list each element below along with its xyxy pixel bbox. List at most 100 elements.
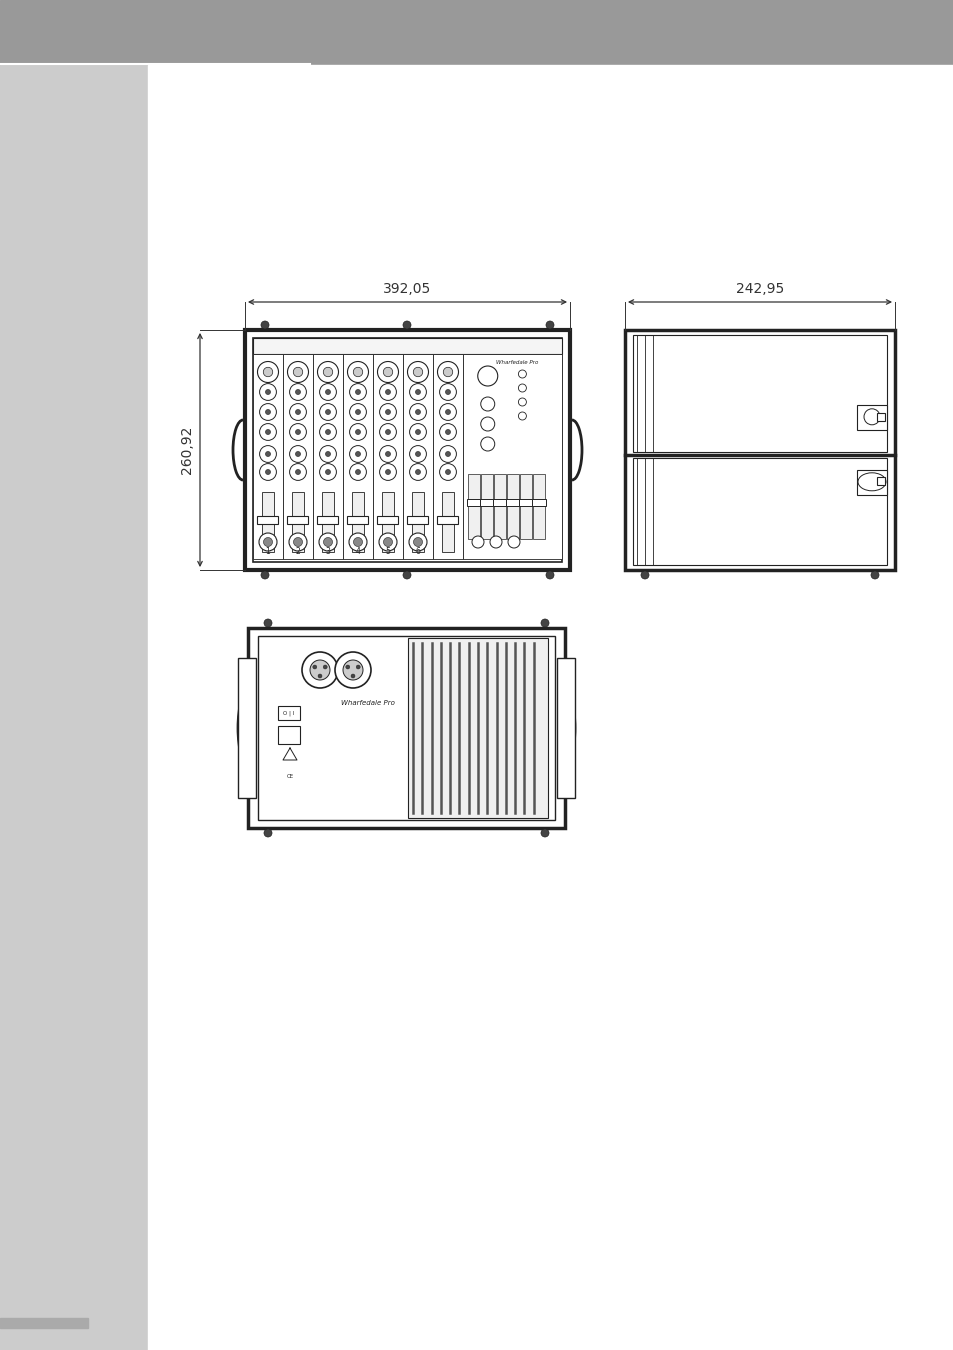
Circle shape xyxy=(445,470,450,474)
Circle shape xyxy=(349,383,366,401)
Bar xyxy=(253,354,283,559)
Circle shape xyxy=(294,537,302,547)
Circle shape xyxy=(480,417,495,431)
Circle shape xyxy=(416,390,420,394)
Circle shape xyxy=(323,367,333,377)
Bar xyxy=(381,491,394,552)
Circle shape xyxy=(343,660,363,680)
Circle shape xyxy=(349,463,366,481)
Circle shape xyxy=(490,536,501,548)
Circle shape xyxy=(383,367,393,377)
Bar xyxy=(277,726,299,744)
Circle shape xyxy=(347,362,368,382)
Bar xyxy=(257,516,278,524)
Circle shape xyxy=(287,362,308,382)
Circle shape xyxy=(325,409,330,414)
Circle shape xyxy=(640,571,648,579)
Circle shape xyxy=(413,367,422,377)
Circle shape xyxy=(261,321,269,329)
Bar xyxy=(0,65,148,1350)
Bar xyxy=(373,354,402,559)
Circle shape xyxy=(517,370,526,378)
Bar xyxy=(292,491,304,552)
Bar xyxy=(343,354,373,559)
Ellipse shape xyxy=(857,472,885,491)
Circle shape xyxy=(409,446,426,463)
Text: 6: 6 xyxy=(416,547,420,556)
Circle shape xyxy=(349,533,367,551)
Circle shape xyxy=(416,429,420,435)
Circle shape xyxy=(325,470,330,474)
Bar xyxy=(245,329,569,570)
Circle shape xyxy=(257,362,278,382)
Circle shape xyxy=(402,321,411,329)
Circle shape xyxy=(259,383,276,401)
Circle shape xyxy=(319,424,336,440)
Circle shape xyxy=(416,470,420,474)
Bar xyxy=(237,657,255,798)
Circle shape xyxy=(540,620,548,626)
Circle shape xyxy=(289,533,307,551)
Bar xyxy=(347,516,368,524)
Text: 4: 4 xyxy=(355,547,360,556)
Bar xyxy=(633,335,886,452)
Bar xyxy=(248,628,564,828)
Circle shape xyxy=(355,429,360,435)
Circle shape xyxy=(265,409,271,414)
Circle shape xyxy=(349,404,366,420)
Circle shape xyxy=(325,429,330,435)
Text: 3: 3 xyxy=(325,547,330,556)
Circle shape xyxy=(265,429,271,435)
Circle shape xyxy=(354,537,362,547)
Circle shape xyxy=(445,429,450,435)
Bar xyxy=(148,65,953,1350)
Circle shape xyxy=(323,666,327,670)
Circle shape xyxy=(345,666,350,670)
Circle shape xyxy=(413,537,422,547)
Circle shape xyxy=(290,404,306,420)
Circle shape xyxy=(258,533,276,551)
Circle shape xyxy=(445,409,450,414)
Circle shape xyxy=(517,383,526,392)
Bar xyxy=(352,491,364,552)
Bar xyxy=(402,354,433,559)
Circle shape xyxy=(439,446,456,463)
Circle shape xyxy=(295,390,300,394)
Circle shape xyxy=(263,537,273,547)
Circle shape xyxy=(317,674,322,678)
Circle shape xyxy=(402,571,411,579)
Circle shape xyxy=(409,404,426,420)
Bar xyxy=(856,470,886,495)
Circle shape xyxy=(313,666,316,670)
Circle shape xyxy=(477,366,497,386)
Circle shape xyxy=(318,533,336,551)
Bar xyxy=(468,474,479,539)
Bar xyxy=(262,491,274,552)
Circle shape xyxy=(379,383,396,401)
Bar xyxy=(876,477,884,485)
Bar xyxy=(283,354,313,559)
Circle shape xyxy=(545,571,554,579)
Bar xyxy=(467,500,480,506)
Bar xyxy=(494,474,505,539)
Circle shape xyxy=(439,404,456,420)
Circle shape xyxy=(385,470,390,474)
Bar xyxy=(437,516,458,524)
Circle shape xyxy=(385,429,390,435)
Circle shape xyxy=(353,367,362,377)
Circle shape xyxy=(295,470,300,474)
Circle shape xyxy=(319,463,336,481)
Circle shape xyxy=(545,321,554,329)
Circle shape xyxy=(355,390,360,394)
Circle shape xyxy=(319,404,336,420)
Bar xyxy=(876,413,884,421)
Circle shape xyxy=(863,409,879,425)
Circle shape xyxy=(377,362,398,382)
Text: 242,95: 242,95 xyxy=(735,282,783,296)
Circle shape xyxy=(439,424,456,440)
Bar xyxy=(0,1318,88,1328)
Circle shape xyxy=(407,362,428,382)
Circle shape xyxy=(472,536,483,548)
Bar xyxy=(313,354,343,559)
Circle shape xyxy=(264,620,272,626)
